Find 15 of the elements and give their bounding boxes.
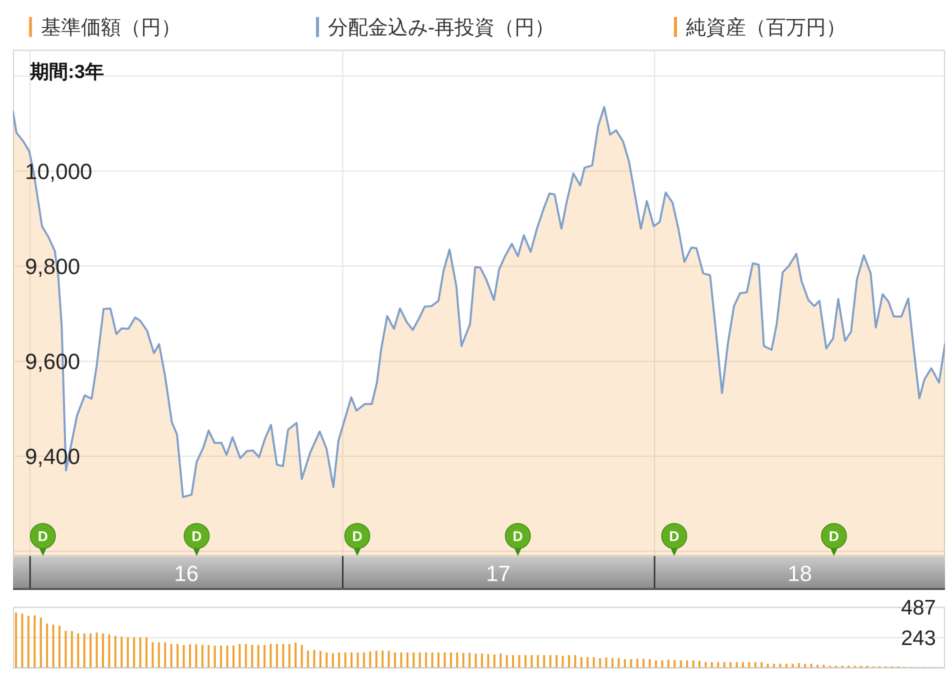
annotation: D <box>192 528 202 544</box>
annotation: D <box>669 528 680 544</box>
y-tick-label: 487 <box>900 596 936 620</box>
annotation: D <box>352 528 362 544</box>
legend-label: 基準価額（円） <box>41 16 181 40</box>
annotation: D <box>828 528 840 544</box>
x-tick-label: 16 <box>174 560 199 586</box>
legend-label: 分配金込み-再投資（円） <box>328 16 555 40</box>
y-tick-label: 243 <box>900 627 936 650</box>
annotation: D <box>512 528 523 544</box>
x-tick-label: 17 <box>486 560 510 586</box>
annotation: 期間:3年 <box>30 62 104 84</box>
legend-label: 純資産（百万円） <box>686 16 846 40</box>
annotation: D <box>38 528 48 544</box>
x-tick-label: 18 <box>788 560 812 586</box>
